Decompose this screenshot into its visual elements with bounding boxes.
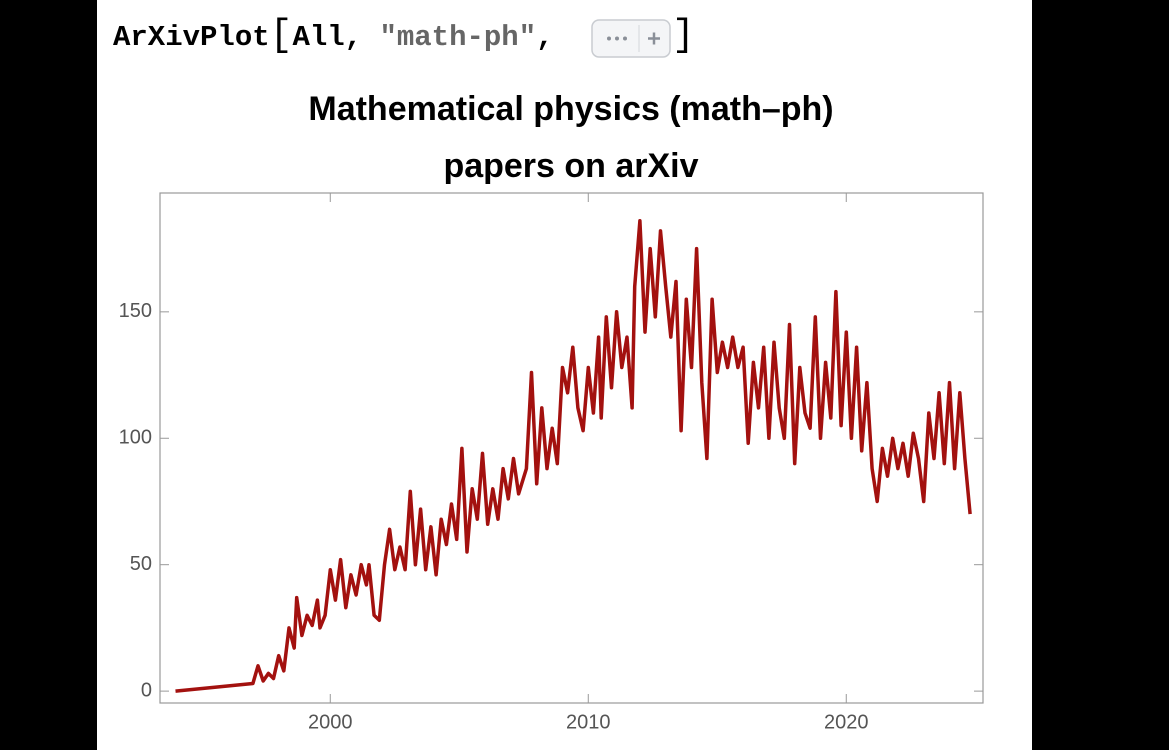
code-token: ]: [672, 14, 695, 57]
code-token: "math-ph": [379, 21, 536, 54]
x-tick-label: 2000: [308, 711, 353, 733]
chart-title: Mathematical physics (math–ph): [308, 90, 833, 128]
code-token: All,: [292, 21, 379, 54]
code-token: ArXivPlot: [113, 21, 270, 54]
code-token: [: [270, 14, 293, 57]
options-button[interactable]: [591, 19, 671, 58]
data-line: [175, 219, 972, 693]
y-tick-label: 150: [119, 300, 152, 322]
input-code: ArXivPlot[All, "math-ph",: [113, 14, 554, 57]
dot: [607, 36, 611, 41]
y-tick-label: 50: [130, 553, 152, 575]
code-token: ,: [536, 21, 553, 54]
dot: [615, 36, 619, 41]
plot-frame: [159, 192, 984, 704]
y-tick-label: 100: [119, 427, 152, 449]
x-tick-label: 2020: [824, 711, 869, 733]
x-tick-label: 2010: [566, 711, 611, 733]
chart-title: papers on arXiv: [443, 147, 698, 185]
plus-icon: [648, 32, 660, 45]
button-frame[interactable]: [591, 19, 671, 58]
y-tick-label: 0: [141, 679, 152, 701]
dot: [623, 36, 627, 41]
